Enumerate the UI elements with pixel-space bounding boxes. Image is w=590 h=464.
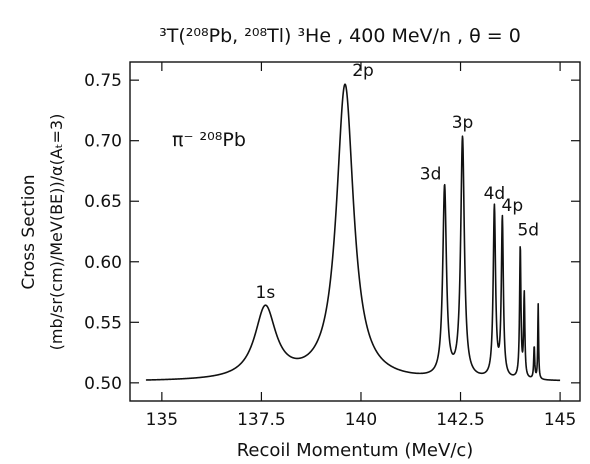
y-tick-label-2: 0.60: [84, 253, 122, 273]
peak-label-3d: 3d: [420, 165, 442, 185]
y-tick-label-3: 0.65: [84, 192, 122, 212]
peak-label-4d: 4d: [484, 184, 506, 204]
x-axis: 135 137.5 140 142.5 145: [146, 62, 576, 430]
y-tick-label-0: 0.50: [84, 374, 122, 394]
y-axis: 0.50 0.55 0.60 0.65 0.70 0.75: [84, 71, 580, 394]
peak-label-4p: 4p: [502, 196, 524, 216]
peak-label-2p: 2p: [352, 61, 374, 81]
peak-label-3p: 3p: [452, 113, 474, 133]
peak-label-5d: 5d: [517, 221, 539, 241]
y-tick-label-1: 0.55: [84, 313, 122, 333]
x-tick-label-1: 137.5: [237, 410, 286, 430]
cross-section-curve: [145, 83, 561, 382]
y-axis-label-line1: Cross Section: [19, 174, 39, 289]
plot-frame: [129, 61, 581, 402]
reaction-annotation: π⁻ ²⁰⁸Pb: [172, 129, 246, 151]
x-tick-label-2: 140: [345, 410, 377, 430]
x-tick-label-0: 135: [146, 410, 178, 430]
x-tick-label-4: 145: [544, 410, 576, 430]
y-tick-label-4: 0.70: [84, 132, 122, 152]
x-axis-label: Recoil Momentum (MeV/c): [237, 440, 474, 461]
chart-title: ³T(²⁰⁸Pb, ²⁰⁸Tl) ³He , 400 MeV/n , θ = 0: [159, 25, 521, 47]
x-tick-label-3: 142.5: [436, 410, 485, 430]
y-tick-label-5: 0.75: [84, 71, 122, 91]
peak-label-1s: 1s: [256, 283, 276, 303]
y-axis-label-line2: (mb/sr(cm)/MeV(BE))/α(Aₜ=3): [47, 114, 66, 351]
